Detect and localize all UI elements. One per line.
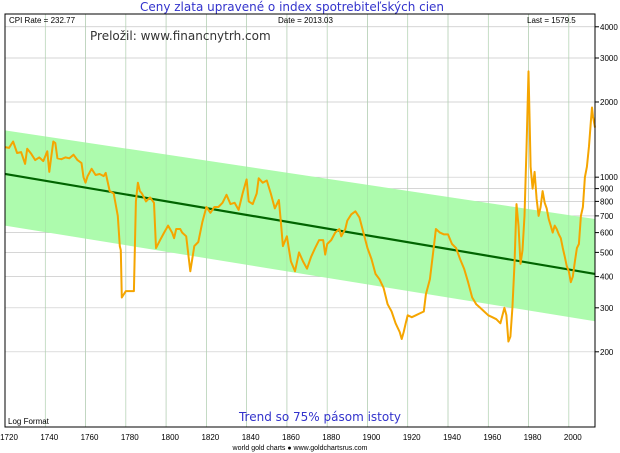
x-tick-label: 1840 bbox=[242, 433, 260, 442]
x-tick-label: 1740 bbox=[40, 433, 58, 442]
confidence-band bbox=[4, 14, 595, 427]
y-tick-label: 1000 bbox=[600, 173, 618, 182]
confidence-band-area bbox=[5, 130, 595, 322]
y-tick-label: 3000 bbox=[600, 54, 618, 63]
x-tick-label: 1960 bbox=[483, 433, 501, 442]
y-tick-label: 200 bbox=[600, 348, 614, 357]
plot-border bbox=[4, 13, 596, 428]
x-tick-label: 1920 bbox=[403, 433, 421, 442]
x-tick-label: 1800 bbox=[161, 433, 179, 442]
y-tick-label: 700 bbox=[600, 212, 614, 221]
x-tick-label: 1760 bbox=[81, 433, 99, 442]
y-tick-label: 500 bbox=[600, 248, 614, 257]
header-cpi-rate: CPI Rate = 232.77 bbox=[9, 16, 76, 25]
x-tick-label: 1900 bbox=[363, 433, 381, 442]
x-tick-label: 1980 bbox=[524, 433, 542, 442]
header-date: Date = 2013.03 bbox=[278, 16, 333, 25]
y-tick-label: 800 bbox=[600, 197, 614, 206]
x-tick-label: 1720 bbox=[0, 433, 18, 442]
gold-price-line bbox=[4, 70, 596, 343]
series-layer bbox=[4, 70, 596, 343]
footer-credit: world gold charts ● www.goldchartsrus.co… bbox=[232, 445, 368, 452]
x-tick-label: 1820 bbox=[201, 433, 219, 442]
header-last: Last = 1579.5 bbox=[527, 16, 576, 25]
x-tick-label: 1880 bbox=[322, 433, 340, 442]
log-format-label: Log Format bbox=[8, 417, 50, 426]
y-tick-label: 4000 bbox=[600, 23, 618, 32]
trend-line bbox=[4, 172, 596, 276]
x-axis: 1720 1740 1760 1780 1800 1820 1840 1860 1880 1900… bbox=[0, 433, 582, 442]
chart-subtitle: Preložil: www.financnytrh.com bbox=[90, 29, 271, 43]
y-tick-label: 900 bbox=[600, 185, 614, 194]
y-tick-label: 400 bbox=[600, 273, 614, 282]
y-tick-label: 300 bbox=[600, 304, 614, 313]
y-axis: 200 300 400 500 600 700 800 900 1000 2000 3000 4000 bbox=[595, 23, 618, 357]
x-tick-label: 2000 bbox=[564, 433, 582, 442]
x-tick-label: 1780 bbox=[121, 433, 139, 442]
y-tick-label: 2000 bbox=[600, 98, 618, 107]
x-tick-label: 1940 bbox=[443, 433, 461, 442]
chart-title: Ceny zlata upravené o index spotrebiteľs… bbox=[140, 0, 444, 14]
x-tick-label: 1860 bbox=[282, 433, 300, 442]
trend-annotation: Trend so 75% pásom istoty bbox=[238, 410, 401, 424]
y-tick-label: 600 bbox=[600, 229, 614, 238]
